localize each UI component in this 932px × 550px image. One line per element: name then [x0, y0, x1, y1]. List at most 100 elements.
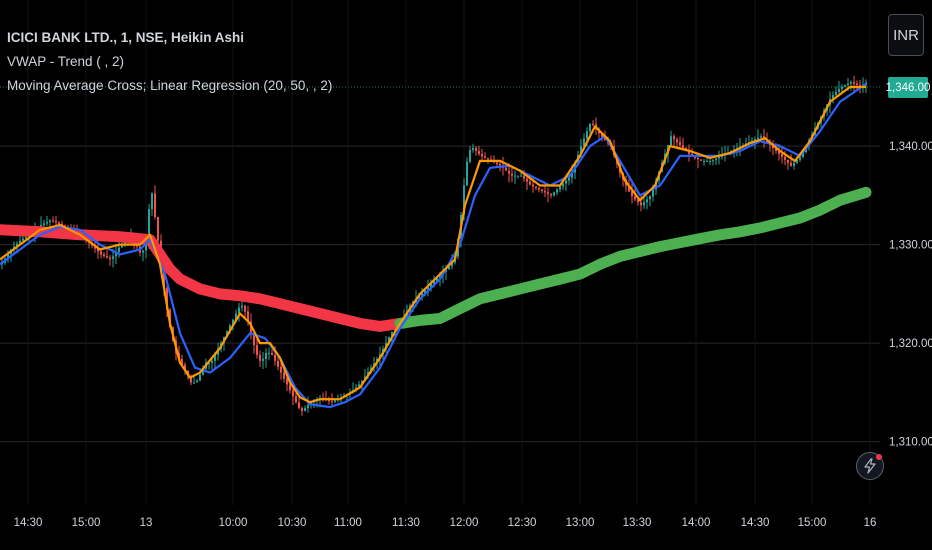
candle-body [358, 384, 360, 388]
candle-body [796, 159, 798, 163]
candle-body [709, 160, 711, 162]
series [0, 83, 872, 409]
candle-body [541, 189, 543, 191]
candle-body [841, 86, 843, 89]
candle-body [298, 402, 300, 409]
candle-body [832, 94, 834, 99]
candle-body [259, 354, 261, 361]
candle-body [670, 136, 672, 146]
candle-body [688, 151, 690, 154]
ma-cross-indicator-label[interactable]: Moving Average Cross; Linear Regression … [7, 78, 333, 93]
candle-body [784, 156, 786, 160]
candle-body [544, 190, 546, 193]
candle-body [64, 225, 66, 227]
candle-body [295, 396, 297, 403]
x-tick-label: 11:30 [392, 517, 420, 529]
x-tick-label: 14:30 [14, 517, 43, 529]
candle-body [115, 251, 117, 257]
candle-body [676, 139, 678, 143]
candle-body [49, 220, 51, 222]
vwap-line-uptrend [394, 186, 872, 329]
candle-body [7, 253, 9, 259]
candle-body [466, 161, 468, 186]
candle-body [565, 180, 567, 184]
candle-body [262, 358, 264, 361]
candle-body [643, 202, 645, 206]
candle-body [835, 91, 837, 95]
candle-body [148, 209, 150, 245]
candle-body [478, 151, 480, 154]
candle-body [571, 172, 573, 178]
candle-body [328, 399, 330, 402]
y-tick-label: 1,330.00 [889, 240, 932, 252]
candle-body [61, 223, 63, 226]
candle-body [781, 153, 783, 157]
candle-body [673, 136, 675, 140]
candle-body [43, 223, 45, 225]
candle-body [292, 390, 294, 397]
candle-body [640, 202, 642, 206]
candle-body [181, 358, 183, 365]
candle-body [652, 189, 654, 197]
candle-body [682, 145, 684, 149]
candle-body [304, 408, 306, 412]
candle-body [103, 254, 105, 256]
candle-body [100, 251, 102, 255]
candle-body [535, 186, 537, 188]
candle-body [118, 247, 120, 252]
candle-body [859, 85, 861, 87]
candle-body [277, 360, 279, 367]
chart-legend: ICICI BANK LTD., 1, NSE, Heikin Ashi VWA… [7, 26, 332, 98]
candle-body [787, 159, 789, 163]
last-price-badge: 1,346.00 [886, 77, 930, 98]
candle-body [499, 163, 501, 166]
candle-body [199, 374, 201, 381]
candle-body [283, 372, 285, 379]
candle-body [586, 131, 588, 139]
candle-body [754, 139, 756, 141]
candle-body [556, 189, 558, 193]
vwap-line-downtrend [0, 224, 406, 332]
candle-body [232, 319, 234, 326]
candle-body [22, 238, 24, 241]
candle-body [715, 158, 717, 160]
candle-body [646, 199, 648, 203]
candle-body [334, 400, 336, 402]
candle-body [235, 313, 237, 320]
candle-body [514, 175, 516, 177]
candle-body [634, 196, 636, 200]
candle-body [214, 354, 216, 361]
candle-body [520, 175, 522, 177]
candle-body [697, 157, 699, 160]
vwap-indicator-label[interactable]: VWAP - Trend ( , 2) [7, 54, 125, 69]
lightning-icon[interactable] [856, 452, 884, 480]
x-tick-label: 10:30 [278, 517, 307, 529]
candle-body [433, 281, 435, 284]
candle-body [280, 366, 282, 373]
candle-body [592, 123, 594, 125]
candle-body [112, 256, 114, 259]
candle-body [271, 352, 273, 355]
axes: 1,310.00 1,320.00 1,330.00 1,340.00 14:30 15:… [14, 141, 932, 529]
candle-body [331, 401, 333, 403]
x-tick-label: 12:00 [450, 517, 479, 529]
candle-body [268, 352, 270, 354]
candle-body [856, 83, 858, 86]
candle-body [211, 360, 213, 363]
candle-body [532, 184, 534, 187]
candle-body [256, 345, 258, 355]
candle-body [760, 136, 762, 138]
y-tick-label: 1,310.00 [889, 437, 932, 449]
candle-body [772, 145, 774, 149]
candle-body [583, 138, 585, 147]
candle-body [274, 354, 276, 361]
symbol-title[interactable]: ICICI BANK LTD., 1, NSE, Heikin Ashi [7, 30, 245, 45]
currency-button[interactable]: INR [888, 14, 924, 56]
candle-body [430, 284, 432, 287]
candle-body [580, 146, 582, 155]
candle-body [700, 159, 702, 161]
candle-body [679, 142, 681, 146]
candle-body [436, 278, 438, 282]
